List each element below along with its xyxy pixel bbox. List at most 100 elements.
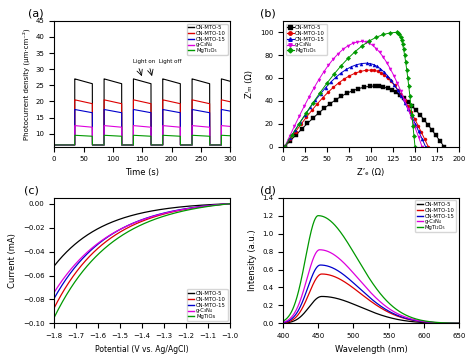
g-C₃N₄ — [92, 143, 98, 147]
CN-MTO-10 — [92, 143, 98, 147]
CN-MTO-15 — [308, 105, 313, 109]
CN-MTO-15 — [364, 61, 369, 65]
CN-MTO-10 — [392, 313, 398, 317]
CN-MTO-15 — [287, 136, 293, 140]
CN-MTO-10 — [325, 90, 331, 94]
g-C₃N₄ — [301, 104, 307, 109]
g-C₃N₄ — [401, 97, 407, 102]
CN-MTO-10 — [159, 212, 165, 217]
CN-MTO-5 — [93, 143, 99, 147]
g-C₃N₄ — [424, 320, 429, 324]
CN-MTO-10 — [470, 321, 474, 325]
g-C₃N₄ — [340, 47, 346, 52]
Legend: CN-MTO-5, CN-MTO-10, CN-MTO-15, g-C₃N₄, MgTi₂O₅: CN-MTO-5, CN-MTO-10, CN-MTO-15, g-C₃N₄, … — [187, 24, 228, 55]
MgTi₂O₅ — [310, 101, 316, 105]
g-C₃N₄ — [292, 124, 297, 128]
CN-MTO-5 — [350, 88, 356, 93]
CN-MTO-5 — [409, 104, 415, 108]
CN-MTO-15 — [318, 263, 323, 267]
CN-MTO-5 — [92, 143, 98, 147]
CN-MTO-5 — [314, 296, 319, 301]
MgTi₂O₅ — [381, 32, 386, 37]
g-C₃N₄ — [52, 289, 58, 294]
Line: CN-MTO-10: CN-MTO-10 — [283, 68, 430, 148]
Text: (b): (b) — [260, 8, 276, 18]
CN-MTO-10 — [319, 96, 325, 100]
CN-MTO-15 — [402, 101, 408, 105]
MgTi₂O₅ — [317, 90, 323, 95]
g-C₃N₄ — [51, 143, 57, 147]
CN-MTO-15 — [72, 107, 78, 111]
MgTi₂O₅ — [94, 143, 100, 147]
MgTi₂O₅ — [397, 32, 402, 37]
CN-MTO-15 — [366, 295, 372, 299]
CN-MTO-10 — [366, 298, 372, 302]
CN-MTO-5 — [429, 128, 435, 132]
CN-MTO-10 — [368, 68, 374, 72]
g-C₃N₄ — [355, 40, 360, 44]
CN-MTO-15 — [407, 317, 413, 321]
CN-MTO-5 — [228, 79, 233, 84]
CN-MTO-5 — [329, 295, 335, 300]
CN-MTO-5 — [470, 321, 474, 325]
CN-MTO-15 — [228, 202, 233, 206]
Line: g-C₃N₄: g-C₃N₄ — [283, 40, 424, 148]
MgTi₂O₅ — [352, 49, 358, 54]
X-axis label: Potential (V vs. Ag/AgCl): Potential (V vs. Ag/AgCl) — [95, 345, 189, 354]
CN-MTO-15 — [424, 320, 429, 324]
CN-MTO-5 — [200, 203, 205, 207]
CN-MTO-15 — [292, 128, 298, 132]
MgTi₂O₅ — [410, 123, 416, 128]
CN-MTO-10 — [382, 73, 387, 77]
MgTi₂O₅ — [409, 113, 415, 117]
MgTi₂O₅ — [388, 31, 393, 35]
CN-MTO-5 — [156, 207, 162, 212]
CN-MTO-15 — [228, 109, 233, 113]
CN-MTO-15 — [159, 211, 165, 216]
Line: g-C₃N₄: g-C₃N₄ — [283, 250, 473, 323]
g-C₃N₄ — [72, 123, 78, 128]
g-C₃N₄ — [412, 125, 418, 129]
g-C₃N₄ — [51, 290, 57, 294]
MgTi₂O₅ — [51, 143, 57, 147]
Line: CN-MTO-5: CN-MTO-5 — [54, 204, 230, 266]
CN-MTO-5 — [316, 111, 322, 115]
CN-MTO-5 — [389, 88, 394, 92]
CN-MTO-15 — [343, 67, 349, 72]
g-C₃N₄ — [306, 95, 312, 99]
CN-MTO-10 — [130, 143, 136, 147]
g-C₃N₄ — [391, 73, 397, 78]
Line: CN-MTO-10: CN-MTO-10 — [54, 100, 230, 145]
CN-MTO-10 — [51, 143, 57, 147]
CN-MTO-5 — [441, 144, 447, 149]
CN-MTO-5 — [424, 320, 429, 325]
MgTi₂O₅ — [470, 321, 474, 325]
MgTi₂O₅ — [366, 39, 372, 43]
CN-MTO-5 — [421, 117, 427, 122]
CN-MTO-10 — [372, 68, 377, 72]
g-C₃N₄ — [326, 63, 331, 67]
CN-MTO-10 — [280, 321, 286, 325]
g-C₃N₄ — [93, 143, 99, 147]
g-C₃N₄ — [470, 321, 474, 325]
g-C₃N₄ — [416, 135, 421, 139]
CN-MTO-10 — [155, 214, 161, 218]
CN-MTO-15 — [378, 67, 383, 71]
CN-MTO-15 — [323, 85, 328, 90]
Line: g-C₃N₄: g-C₃N₄ — [54, 204, 230, 292]
MgTi₂O₅ — [329, 220, 335, 225]
CN-MTO-5 — [401, 96, 407, 100]
g-C₃N₄ — [130, 143, 136, 147]
CN-MTO-10 — [378, 71, 384, 75]
CN-MTO-15 — [399, 94, 404, 98]
CN-MTO-15 — [282, 144, 288, 149]
CN-MTO-5 — [338, 94, 344, 98]
CN-MTO-5 — [211, 202, 217, 207]
g-C₃N₄ — [381, 55, 386, 59]
g-C₃N₄ — [311, 86, 317, 90]
MgTi₂O₅ — [338, 64, 344, 68]
CN-MTO-15 — [381, 70, 387, 74]
Line: CN-MTO-5: CN-MTO-5 — [283, 296, 473, 323]
MgTi₂O₅ — [331, 72, 337, 76]
CN-MTO-5 — [377, 84, 383, 88]
